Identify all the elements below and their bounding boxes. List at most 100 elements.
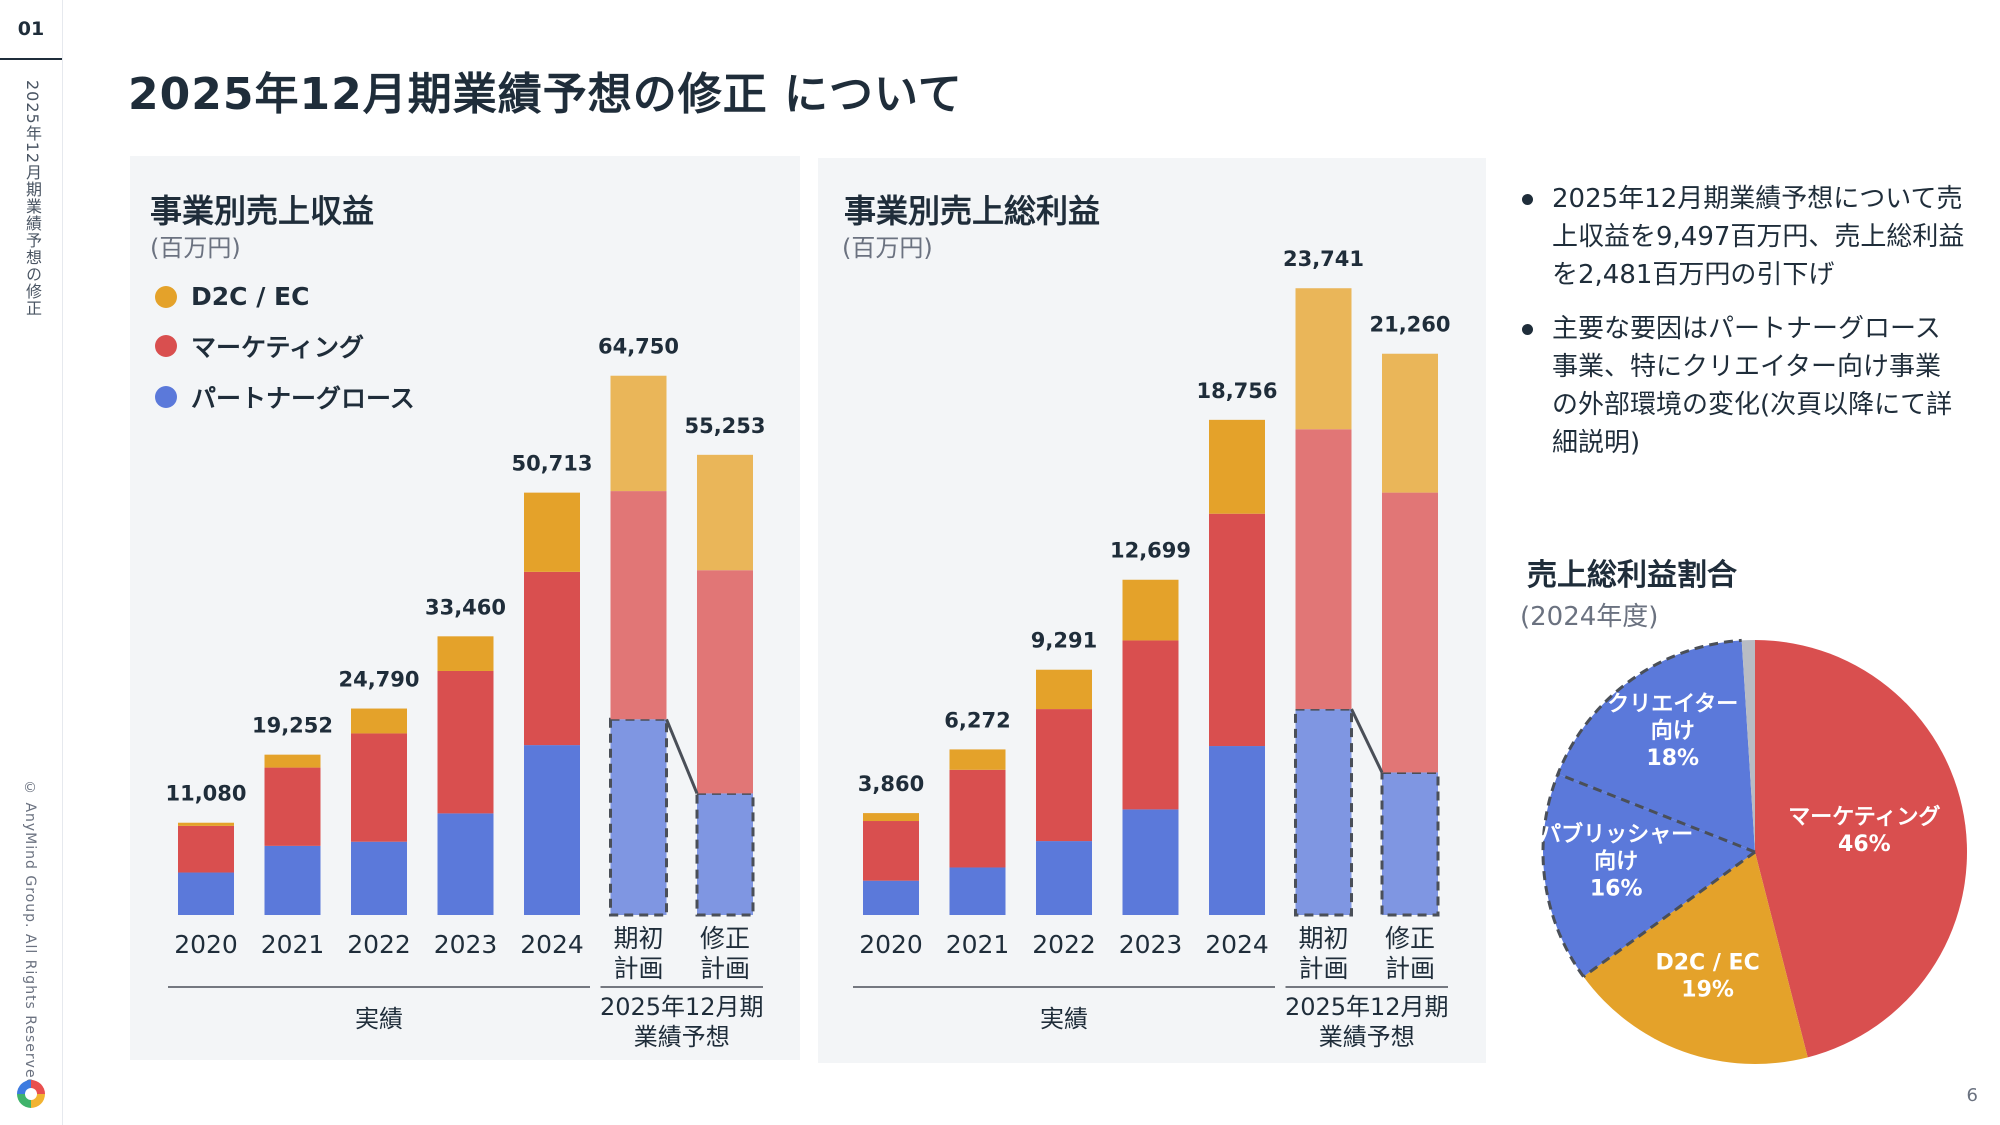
total-label-3: 12,699 [1110,539,1191,563]
legend-item-d2c: D2C / EC [155,282,309,311]
category-label-3: 2023 [434,930,498,959]
pie-slice-3 [1557,640,1755,852]
category-label-6: 修正計画 [700,924,750,983]
bar-segment-d2c-1 [264,754,321,768]
pie-dashed-separator-0 [1582,850,1756,978]
total-label-5: 23,741 [1283,247,1364,271]
bullet-text: 主要な要因はパートナーグロース事業、特にクリエイター向け事業の外部環境の変化(次… [1552,314,1953,458]
legend-dot-icon [155,386,177,408]
revenue-chart-unit: (百万円) [150,234,241,262]
bar-segment-partner-growth-1 [264,845,321,915]
pie-slice-0 [1755,640,1968,1058]
total-label-4: 50,713 [511,452,592,476]
bullet-dot-icon [1522,324,1533,335]
pie-label-3: クリエイター向け 18% [1607,692,1738,771]
bullet-item: 2025年12月期業績予想について売上収益を9,497百万円、売上総利益を2,4… [1520,180,1965,294]
bar-segment-d2c-4 [524,492,580,572]
total-label-5: 64,750 [598,335,679,359]
total-label-1: 19,252 [252,714,333,738]
section-number: 01 [0,0,62,60]
sidebar: 01 2025年12月期業績予想の修正 © AnyMind Group. All… [0,0,63,1125]
bar-segment-marketing-1 [949,769,1006,868]
bar-segment-partner-growth-4 [524,745,580,915]
bar-segment-marketing-0 [178,825,234,873]
category-label-1: 2021 [946,930,1010,959]
legend-label: D2C / EC [191,282,310,311]
total-label-1: 6,272 [944,708,1010,732]
category-label-5: 期初計画 [613,924,663,983]
plan-revision-connector [1350,708,1384,774]
bar-segment-marketing-0 [863,821,919,881]
legend-item-partner-growth: パートナーグロース [155,379,415,415]
group-label-1: 2025年12月期業績予想 [600,993,764,1051]
bar-segment-marketing-4 [1209,513,1265,747]
bar-segment-marketing-1 [264,767,321,846]
total-label-6: 21,260 [1369,313,1450,337]
bar-segment-marketing-5 [610,491,667,720]
pie-slice-4 [1741,640,1755,852]
legend-label: パートナーグロース [191,384,415,413]
legend-label: マーケティング [191,333,365,362]
bar-segment-marketing-6 [697,570,753,794]
pie-chart-title: 売上総利益割合 [1527,558,1737,593]
legend-dot-icon [155,335,177,357]
bar-segment-partner-growth-0 [863,880,919,915]
bar-segment-marketing-4 [524,571,580,746]
pie-slice-2 [1543,773,1755,977]
category-label-6: 修正計画 [1385,924,1435,983]
bar-segment-d2c-5 [1295,288,1352,430]
legend-item-marketing: マーケティング [155,328,364,364]
category-label-5: 期初計画 [1298,924,1348,983]
bar-segment-d2c-4 [1209,419,1265,514]
pie-dashed-outline [1541,638,1742,978]
total-label-6: 55,253 [684,414,765,438]
pie-slice-1 [1583,852,1808,1064]
bar-segment-d2c-3 [1122,579,1179,641]
bar-segment-marketing-6 [1382,492,1438,773]
category-label-4: 2024 [1205,930,1269,959]
gross-profit-chart-unit: (百万円) [842,234,933,262]
bullet-text: 2025年12月期業績予想について売上収益を9,497百万円、売上総利益を2,4… [1552,184,1965,290]
total-label-3: 33,460 [425,595,506,619]
total-label-4: 18,756 [1196,379,1277,403]
bar-segment-d2c-1 [949,749,1006,770]
bar-segment-partner-growth-6 [1380,770,1440,917]
bar-segment-d2c-0 [178,822,234,826]
summary-bullets: 2025年12月期業績予想について売上収益を9,497百万円、売上総利益を2,4… [1520,180,1965,478]
category-label-0: 2020 [859,930,923,959]
bar-segment-partner-growth-4 [1209,746,1265,915]
pie-label-1: D2C / EC 19% [1655,951,1759,1003]
bar-segment-partner-growth-5 [609,717,668,917]
page-title: 2025年12月期業績予想の修正 について [128,69,963,120]
bar-segment-marketing-2 [1036,709,1092,842]
pie-label-0: マーケティング 46% [1788,804,1940,857]
bar-segment-d2c-2 [351,708,407,734]
pie-label-2: パブリッシャー向け 16% [1539,822,1693,902]
gross-profit-chart-title: 事業別売上総利益 [844,192,1101,230]
bar-segment-marketing-3 [437,670,494,814]
sidebar-title: 2025年12月期業績予想の修正 [23,80,42,318]
bar-segment-d2c-5 [610,375,667,492]
bullet-dot-icon [1522,194,1533,205]
group-label-0: 実績 [1040,1005,1088,1033]
bar-segment-marketing-5 [1295,429,1352,710]
revenue-chart-title: 事業別売上収益 [150,192,375,230]
bar-segment-partner-growth-6 [695,791,755,917]
category-label-2: 2022 [1032,930,1096,959]
total-label-2: 24,790 [338,668,419,692]
bar-segment-d2c-3 [437,636,494,671]
category-label-3: 2023 [1119,930,1183,959]
category-label-4: 2024 [520,930,584,959]
bar-segment-d2c-6 [1382,353,1438,493]
bar-segment-partner-growth-2 [1036,841,1092,915]
category-label-0: 2020 [174,930,238,959]
bullet-item: 主要な要因はパートナーグロース事業、特にクリエイター向け事業の外部環境の変化(次… [1520,310,1965,462]
slide-number: 6 [1966,1085,1978,1106]
bar-segment-d2c-2 [1036,669,1092,710]
bar-segment-partner-growth-1 [949,867,1006,915]
bar-segment-d2c-0 [863,813,919,822]
category-label-2: 2022 [347,930,411,959]
